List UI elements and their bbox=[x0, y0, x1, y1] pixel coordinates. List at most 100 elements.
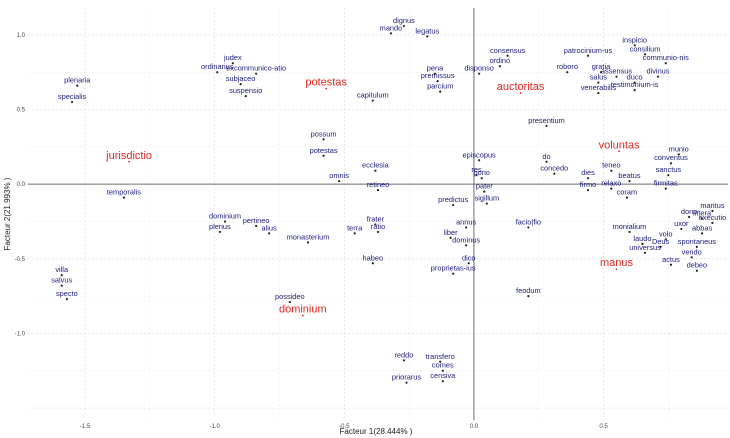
point-marker bbox=[667, 174, 670, 177]
word-point: dignus bbox=[393, 16, 415, 28]
point-label: retineo bbox=[367, 180, 390, 189]
word-point: annus bbox=[456, 217, 477, 229]
point-marker bbox=[643, 251, 647, 254]
point-marker bbox=[449, 236, 452, 239]
point-marker bbox=[128, 160, 131, 163]
word-point: universus bbox=[629, 243, 661, 254]
category-point: manus bbox=[600, 257, 634, 271]
word-point: omnis bbox=[329, 171, 349, 183]
category-point: dominium bbox=[279, 304, 327, 317]
point-label: vendo bbox=[682, 247, 702, 256]
point-marker bbox=[467, 262, 470, 265]
point-marker bbox=[677, 153, 680, 156]
point-label: gratia bbox=[592, 62, 611, 71]
point-marker bbox=[306, 241, 310, 244]
point-marker bbox=[465, 226, 468, 229]
word-point: consensus bbox=[490, 46, 526, 57]
point-label: pono bbox=[473, 168, 489, 177]
x-axis-ticks: -1.5 -1.0 -0.5 0.0 0.5 bbox=[80, 424, 609, 430]
point-marker bbox=[483, 190, 486, 193]
point-marker bbox=[376, 189, 380, 192]
point-label: communio-nis bbox=[643, 53, 689, 62]
point-label: premissus bbox=[421, 71, 455, 80]
word-point: sigillum bbox=[475, 194, 499, 205]
point-label: mando bbox=[380, 23, 403, 32]
word-point: relaxo bbox=[601, 179, 621, 190]
x-tick-label: -0.5 bbox=[339, 424, 350, 430]
point-marker bbox=[268, 232, 271, 235]
word-point: plenus bbox=[209, 222, 231, 234]
word-point: spontaneus bbox=[678, 237, 716, 248]
point-marker bbox=[405, 381, 408, 384]
point-marker bbox=[641, 242, 644, 245]
point-label: plenaria bbox=[64, 76, 91, 85]
point-label: consensus bbox=[490, 46, 526, 55]
word-point: inspicio bbox=[622, 35, 647, 47]
point-label: dominus bbox=[452, 235, 480, 244]
point-marker bbox=[597, 81, 600, 84]
point-marker bbox=[695, 269, 698, 272]
point-label: judex bbox=[223, 53, 242, 62]
point-marker bbox=[402, 24, 406, 28]
point-label: assensus bbox=[601, 67, 633, 76]
point-marker bbox=[711, 221, 714, 225]
point-marker bbox=[374, 169, 377, 172]
word-point: transfero bbox=[426, 352, 455, 363]
point-label: munio bbox=[669, 144, 689, 153]
point-label: facio|fio bbox=[516, 217, 541, 226]
word-point: legatus bbox=[415, 26, 439, 38]
word-point: retineo bbox=[367, 180, 390, 192]
point-label: feodum bbox=[516, 286, 541, 295]
point-marker bbox=[527, 295, 530, 298]
word-point: censiva bbox=[430, 371, 456, 383]
x-tick-label: 0.0 bbox=[470, 424, 479, 430]
point-label: legatus bbox=[415, 26, 439, 35]
point-label: ecclesia bbox=[362, 161, 390, 170]
point-marker bbox=[633, 89, 636, 92]
point-label: laudo bbox=[633, 234, 651, 243]
word-point: specto bbox=[56, 289, 78, 301]
point-label: capitulum bbox=[357, 91, 389, 100]
point-marker bbox=[465, 244, 468, 247]
point-label: res bbox=[471, 165, 482, 174]
point-marker bbox=[231, 62, 234, 65]
point-marker bbox=[597, 91, 600, 95]
point-marker bbox=[338, 180, 341, 183]
point-label: predictus bbox=[438, 195, 468, 204]
point-label: ordinarius bbox=[201, 62, 234, 71]
y-axis-title: Facteur 2(21.993% ) bbox=[3, 177, 12, 250]
point-marker bbox=[389, 32, 393, 35]
x-tick-label: -1.0 bbox=[209, 424, 220, 430]
point-marker bbox=[223, 220, 227, 223]
point-marker bbox=[669, 263, 673, 266]
point-label: salus bbox=[590, 73, 608, 82]
point-label: dominium bbox=[209, 211, 241, 220]
point-label: divinus bbox=[646, 67, 669, 76]
point-marker bbox=[633, 81, 636, 84]
y-tick-label: 1.0 bbox=[17, 33, 26, 39]
point-label: sanctus bbox=[656, 165, 682, 174]
word-point: firmitas bbox=[654, 179, 678, 190]
point-label: subjaceo bbox=[226, 74, 256, 83]
point-label: patrocinium-us bbox=[564, 46, 613, 55]
point-marker bbox=[625, 196, 628, 199]
point-marker bbox=[586, 189, 590, 192]
point-marker bbox=[216, 71, 219, 74]
point-label: abbas bbox=[692, 223, 712, 232]
word-point: divinus bbox=[646, 67, 670, 78]
word-point: comes bbox=[432, 361, 454, 372]
word-point: uxor bbox=[674, 219, 689, 231]
word-point: temporalis bbox=[107, 188, 141, 199]
point-marker bbox=[664, 62, 667, 65]
point-label: duco bbox=[627, 73, 643, 82]
word-point: Deus bbox=[652, 237, 670, 248]
point-marker bbox=[325, 87, 328, 90]
point-marker bbox=[669, 162, 673, 165]
point-marker bbox=[322, 154, 325, 157]
point-marker bbox=[452, 203, 455, 207]
point-marker bbox=[244, 94, 247, 98]
point-label: parcium bbox=[427, 82, 453, 91]
point-label: universus bbox=[629, 243, 661, 252]
point-label: ratio bbox=[371, 222, 385, 231]
word-point: plenaria bbox=[64, 76, 91, 87]
